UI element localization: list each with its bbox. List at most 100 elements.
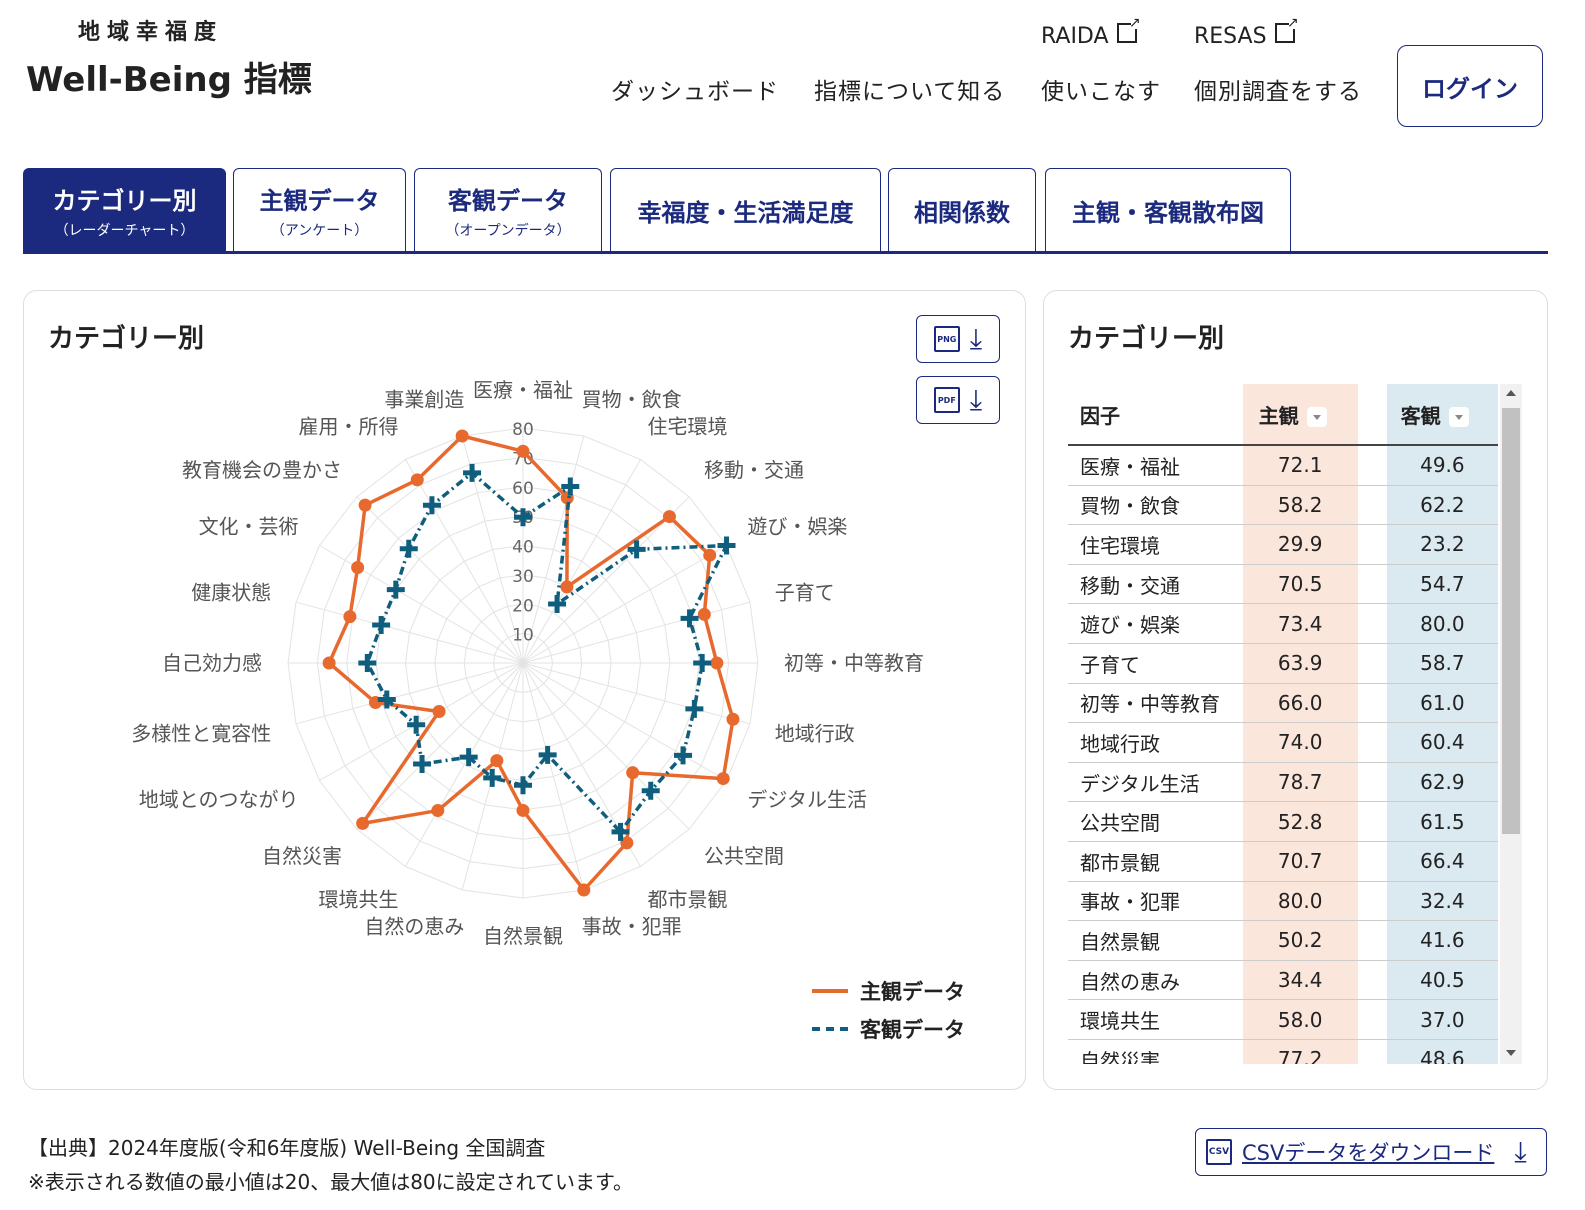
cell-factor: 公共空間 — [1068, 801, 1243, 842]
nav-link-resas-label: RESAS — [1194, 24, 1267, 49]
series-subjective-point — [703, 548, 717, 562]
radar-category-label: 事業創造 — [384, 387, 464, 411]
scroll-down-icon[interactable] — [1506, 1050, 1516, 1056]
series-subjective-point — [490, 754, 504, 768]
tab-scatter-label: 主観・客観散布図 — [1072, 198, 1264, 227]
col-header-objective-label: 客観 — [1400, 403, 1441, 428]
cell-subjective: 70.5 — [1242, 564, 1358, 605]
radar-category-label: 子育て — [775, 580, 835, 604]
tab-subjective-label: 主観データ — [259, 186, 380, 215]
table-row: 移動・交通 70.5 54.7 — [1068, 564, 1498, 605]
cell-factor: 買物・飲食 — [1068, 485, 1243, 526]
cell-factor: 都市景観 — [1068, 841, 1243, 882]
radar-category-label: 健康状態 — [191, 580, 271, 604]
table-row: 子育て 63.9 58.7 — [1068, 643, 1498, 684]
nav-link-resas[interactable]: RESAS — [1194, 15, 1299, 50]
cell-factor: 遊び・娯楽 — [1068, 603, 1243, 644]
cell-subjective: 70.7 — [1242, 841, 1358, 882]
radar-spoke — [522, 662, 727, 781]
series-subjective-point — [358, 498, 372, 512]
download-arrow-icon: ⤓ — [1514, 1135, 1527, 1168]
sort-icon[interactable] — [1306, 407, 1327, 427]
col-header-subjective[interactable]: 主観 — [1242, 384, 1358, 446]
scroll-up-icon[interactable] — [1506, 390, 1516, 396]
radar-category-label: 公共空間 — [704, 844, 784, 868]
cell-gap — [1357, 881, 1387, 922]
scroll-thumb[interactable] — [1502, 408, 1520, 834]
chart-card — [23, 290, 1026, 1090]
cell-subjective: 63.9 — [1242, 643, 1358, 684]
cell-gap — [1357, 564, 1387, 605]
radar-chart: 1020304050607080医療・福祉買物・飲食住宅環境移動・交通遊び・娯楽… — [131, 378, 924, 948]
sort-icon[interactable] — [1448, 407, 1469, 427]
table-scrollbar[interactable] — [1500, 384, 1522, 1064]
cell-objective: 80.0 — [1386, 603, 1498, 644]
radar-category-label: 多様性と寛容性 — [131, 722, 271, 746]
series-subjective-point — [410, 473, 424, 487]
radar-category-label: 住宅環境 — [648, 415, 728, 439]
series-objective-point — [358, 654, 377, 672]
download-pdf-button[interactable]: PDF ⤓ — [916, 376, 1000, 424]
radar-tick-label: 80 — [512, 420, 534, 440]
series-objective-point — [399, 539, 418, 558]
tab-category-sub: （レーダーチャート） — [54, 222, 195, 239]
series-subjective-point — [431, 804, 445, 818]
logo-title: Well-Being 指標 — [26, 60, 312, 100]
external-link-icon — [1274, 15, 1299, 43]
cell-objective: 61.0 — [1386, 683, 1498, 724]
cell-gap — [1357, 603, 1387, 644]
nav-dashboard[interactable]: ダッシュボード — [611, 79, 779, 105]
radar-spoke — [522, 601, 751, 664]
tab-bar: カテゴリー別 （レーダーチャート） 主観データ （アンケート） 客観データ （オ… — [23, 168, 1548, 254]
nav-link-raida[interactable]: RAIDA — [1041, 15, 1141, 50]
cell-objective: 66.4 — [1386, 841, 1498, 882]
tab-correlation-label: 相関係数 — [914, 198, 1010, 227]
cell-subjective: 80.0 — [1242, 881, 1358, 922]
nav-about-indicators[interactable]: 指標について知る — [814, 79, 1006, 105]
nav-usage[interactable]: 使いこなす — [1041, 79, 1161, 105]
cell-objective: 48.6 — [1386, 1039, 1498, 1064]
nav-individual-survey[interactable]: 個別調査をする — [1194, 79, 1362, 105]
radar-category-label: 教育機会の豊かさ — [182, 458, 342, 482]
csv-download-button[interactable]: CSV CSVデータをダウンロード ⤓ — [1195, 1128, 1547, 1176]
radar-category-label: 医療・福祉 — [473, 378, 573, 402]
series-objective-point — [627, 540, 646, 559]
tab-objective[interactable]: 客観データ （オープンデータ） — [414, 168, 602, 251]
series-subjective-point — [455, 429, 469, 443]
tab-objective-label: 客観データ — [448, 186, 568, 215]
tab-scatter[interactable]: 主観・客観散布図 — [1045, 168, 1291, 251]
series-objective-point — [407, 715, 426, 734]
cell-objective: 62.2 — [1386, 485, 1498, 526]
cell-factor: デジタル生活 — [1068, 762, 1243, 803]
nav-link-raida-label: RAIDA — [1041, 24, 1109, 49]
download-png-button[interactable]: PNG ⤓ — [916, 315, 1000, 363]
radar-spoke — [356, 662, 524, 830]
cell-subjective: 50.2 — [1242, 920, 1358, 961]
legend-subjective[interactable]: 主観データ — [812, 976, 965, 1006]
col-header-objective[interactable]: 客観 — [1386, 384, 1498, 446]
radar-spoke — [522, 662, 751, 725]
tab-objective-sub: （オープンデータ） — [445, 222, 571, 239]
cell-gap — [1357, 485, 1387, 526]
radar-spoke — [522, 496, 690, 664]
table-row: 自然の恵み 34.4 40.5 — [1068, 960, 1498, 1001]
cell-gap — [1357, 841, 1387, 882]
tab-subjective[interactable]: 主観データ （アンケート） — [233, 168, 406, 251]
tab-happiness[interactable]: 幸福度・生活満足度 — [610, 168, 881, 251]
series-subjective-point — [516, 803, 530, 817]
cell-factor: 自然景観 — [1068, 920, 1243, 961]
tab-correlation[interactable]: 相関係数 — [888, 168, 1036, 251]
table-row: 自然災害 77.2 48.6 — [1068, 1039, 1498, 1064]
radar-category-label: 事故・犯罪 — [582, 915, 682, 939]
table-row: 公共空間 52.8 61.5 — [1068, 801, 1498, 842]
external-link-icon — [1116, 15, 1141, 43]
tab-category[interactable]: カテゴリー別 （レーダーチャート） — [23, 168, 226, 251]
login-button[interactable]: ログイン — [1397, 45, 1543, 127]
cell-subjective: 78.7 — [1242, 762, 1358, 803]
table-row: 初等・中等教育 66.0 61.0 — [1068, 683, 1498, 724]
legend-objective[interactable]: 客観データ — [812, 1014, 965, 1044]
site-logo[interactable]: 地域幸福度 Well-Being 指標 — [26, 14, 312, 101]
radar-spoke — [295, 601, 524, 664]
category-table-container[interactable]: 因子 主観 客観 医療・福祉 72.1 49.6 買物・飲食 58.2 62.2 住宅環境 2… — [1068, 384, 1523, 1064]
cell-gap — [1357, 445, 1387, 486]
